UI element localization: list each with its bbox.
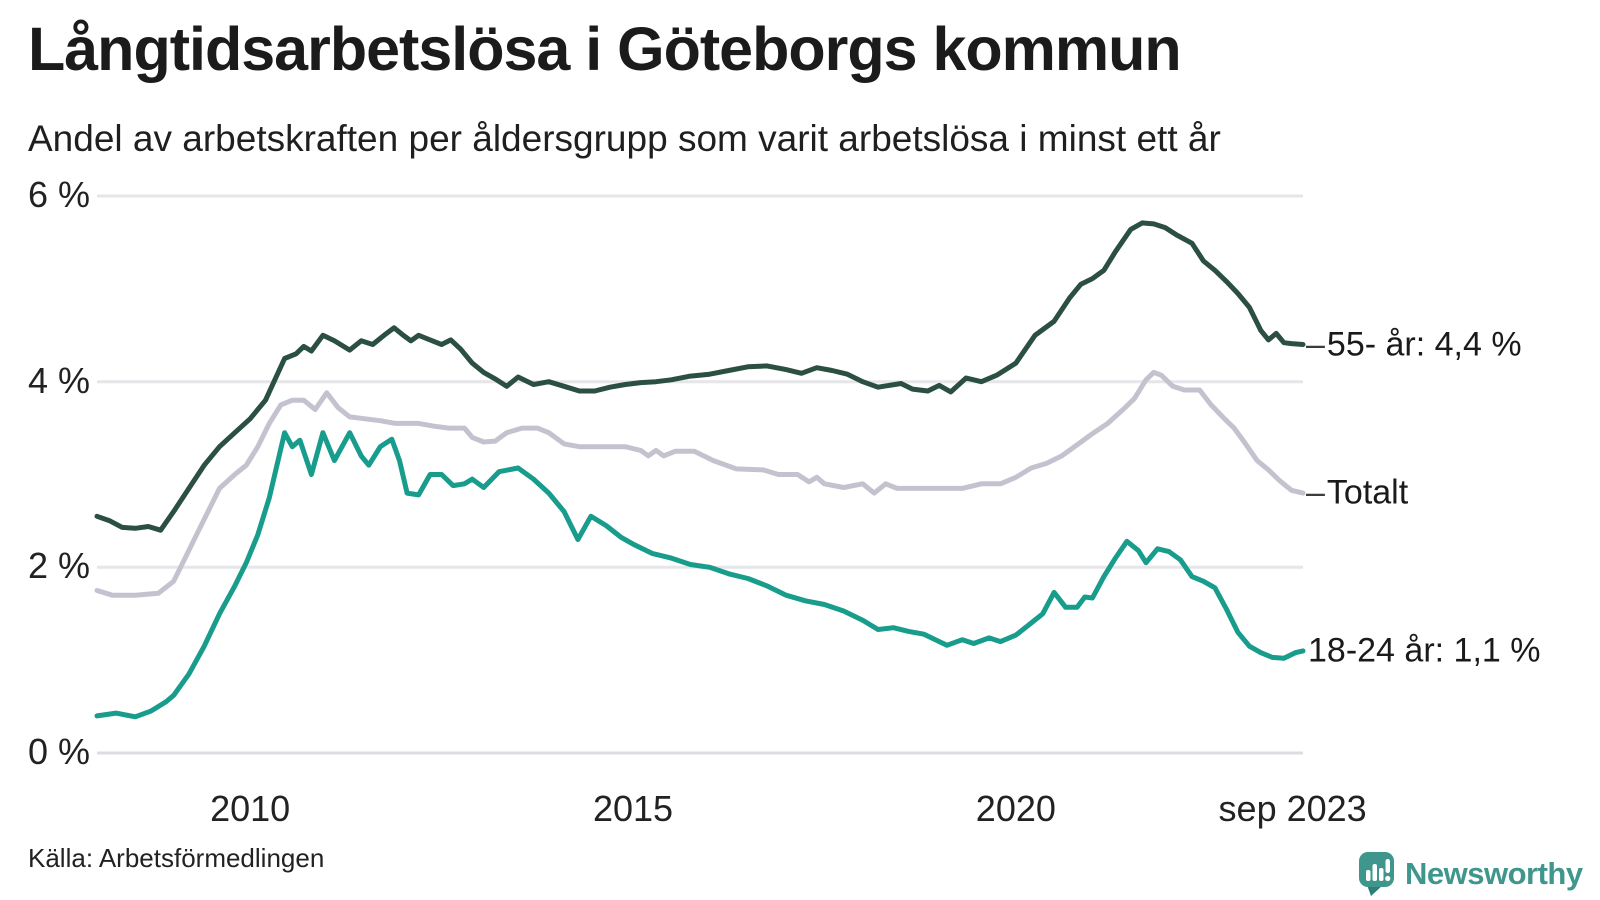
x-axis-tick-label: 2020	[975, 788, 1056, 829]
series-end-label-totalt: – Totalt	[1306, 474, 1408, 513]
x-axis-tick-label: sep 2023	[1218, 788, 1367, 829]
newsworthy-wordmark: Newsworthy	[1405, 856, 1583, 891]
x-axis-tick-label: 2010	[210, 788, 291, 829]
y-axis-tick-label: 2 %	[28, 545, 91, 587]
series-end-label-text: Totalt	[1326, 473, 1409, 512]
source-note: Källa: Arbetsförmedlingen	[28, 843, 325, 873]
x-axis-tick-label: 2015	[592, 788, 674, 829]
label-connector-dash: –	[1306, 325, 1325, 364]
y-axis-tick-label: 6 %	[28, 174, 91, 216]
series-line-55-ar	[94, 220, 1306, 533]
label-connector-dash: –	[1306, 473, 1325, 512]
y-axis-tick-label: 0 %	[28, 731, 91, 773]
series-end-label-18-24-ar: 18-24 år: 1,1 %	[1306, 631, 1540, 670]
chart-subtitle: Andel av arbetskraften per åldersgrupp s…	[28, 118, 1221, 159]
series-end-label-55-ar: – 55- år: 4,4 %	[1306, 325, 1522, 364]
chart-title: Långtidsarbetslösa i Göteborgs kommun	[28, 15, 1182, 83]
newsworthy-speech-bubble-chart-icon	[1359, 852, 1394, 896]
series-line-18-24-ar	[94, 430, 1306, 720]
newsworthy-logo: Newsworthy	[1358, 851, 1583, 897]
series-end-label-text: 55- år: 4,4 %	[1326, 325, 1522, 364]
y-axis-tick-label: 4 %	[28, 359, 91, 401]
series-line-totalt	[94, 369, 1306, 598]
series-end-label-text: 18-24 år: 1,1 %	[1308, 631, 1541, 670]
